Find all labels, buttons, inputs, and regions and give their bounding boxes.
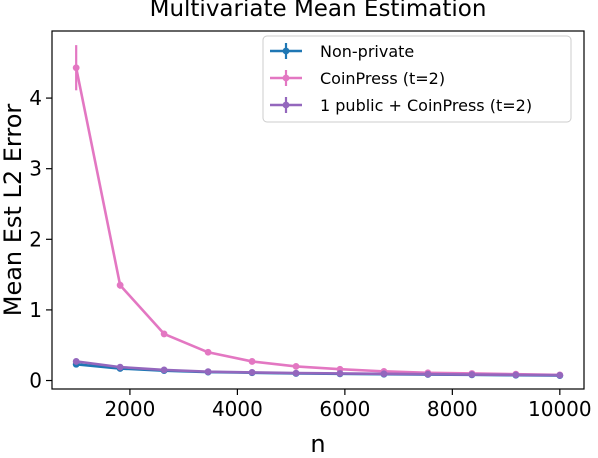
data-point [160, 366, 168, 374]
legend-label: CoinPress (t=2) [320, 69, 445, 88]
data-point [116, 363, 124, 371]
data-point [72, 358, 80, 365]
y-tick-label: 3 [29, 157, 42, 181]
series-layer [72, 45, 564, 379]
legend-box [262, 35, 572, 123]
data-point [292, 369, 300, 377]
x-tick-label: 2000 [104, 397, 155, 421]
data-point [248, 358, 256, 365]
y-tick-label: 0 [29, 369, 42, 393]
series-3 [72, 358, 564, 379]
legend: Non-private CoinPress (t=2) 1 public + Coi… [262, 35, 572, 123]
data-point [204, 348, 212, 356]
x-tick-label: 8000 [427, 397, 478, 421]
x-axis: 2000 4000 6000 8000 10000 [104, 389, 592, 421]
legend-label: 1 public + CoinPress (t=2) [320, 96, 532, 115]
y-tick-label: 1 [29, 298, 42, 322]
data-point [380, 370, 388, 378]
legend-swatch-marker [282, 74, 290, 82]
data-point [468, 371, 476, 378]
data-point [116, 281, 124, 289]
x-tick-label: 4000 [212, 397, 263, 421]
chart-title: Multivariate Mean Estimation [150, 0, 487, 22]
data-point [424, 370, 432, 378]
data-point [72, 64, 80, 72]
y-axis: 0 1 2 3 4 [29, 86, 52, 393]
x-axis-label: n [310, 430, 325, 458]
data-point [556, 371, 564, 379]
data-point [512, 371, 520, 379]
data-point [248, 369, 256, 376]
y-axis-label: Mean Est L2 Error [0, 104, 27, 317]
data-point [160, 330, 168, 338]
data-point [292, 363, 300, 370]
y-tick-label: 4 [29, 86, 42, 110]
data-point [336, 370, 344, 377]
legend-swatch-marker [282, 47, 290, 55]
data-point [204, 368, 212, 376]
legend-label: Non-private [320, 42, 414, 61]
x-tick-label: 6000 [319, 397, 370, 421]
legend-swatch-marker [282, 101, 290, 109]
y-tick-label: 2 [29, 227, 42, 251]
plot-frame [51, 30, 585, 390]
series-line [76, 360, 560, 377]
x-tick-label: 10000 [528, 397, 592, 421]
